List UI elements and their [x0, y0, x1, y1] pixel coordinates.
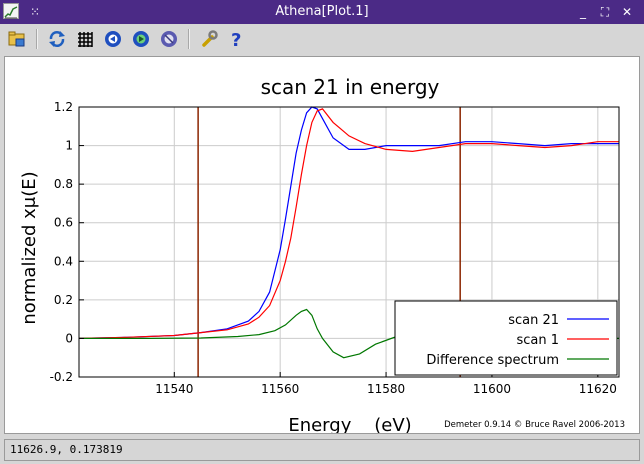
x-axis-label: Energy (eV) [288, 415, 411, 433]
x-tick-label: 11600 [473, 382, 511, 396]
close-icon[interactable]: ✕ [621, 5, 633, 19]
series-line [78, 108, 619, 339]
y-tick-label: 0.8 [54, 177, 73, 191]
y-tick-label: 0.2 [54, 293, 73, 307]
grid-icon[interactable] [74, 28, 96, 50]
window-titlebar: ⁙ Athena[Plot.1] _ ⛶ ✕ [0, 0, 644, 24]
chart-title: scan 21 in energy [261, 75, 440, 99]
y-axis-label: normalized xμ(E) [19, 171, 40, 324]
toolbar-separator [188, 29, 190, 49]
window-title: Athena[Plot.1] [275, 4, 369, 19]
svg-text:?: ? [231, 30, 241, 50]
y-tick-label: 1.2 [54, 100, 73, 114]
plot-frame [78, 106, 620, 378]
statusbar: 11626.9, 0.173819 [0, 436, 644, 464]
zoom-out-icon[interactable] [130, 28, 152, 50]
y-tick-label: 1 [65, 139, 73, 153]
minimize-icon[interactable]: _ [580, 5, 586, 19]
help-icon[interactable]: ? [226, 28, 248, 50]
plot-canvas[interactable]: scan 21 in energy normalized xμ(E) Energ… [4, 56, 640, 436]
x-tick-label: 11560 [261, 382, 299, 396]
zoom-reset-icon[interactable] [158, 28, 180, 50]
x-tick-label: 11620 [579, 382, 617, 396]
legend-label: Difference spectrum [426, 353, 559, 368]
cursor-coordinates: 11626.9, 0.173819 [4, 439, 640, 461]
legend-box [394, 300, 618, 376]
y-tick-label: 0.6 [54, 216, 73, 230]
toolbar-separator [36, 29, 38, 49]
legend-label: scan 21 [508, 313, 559, 328]
refresh-icon[interactable] [46, 28, 68, 50]
chart: scan 21 in energy normalized xμ(E) Energ… [19, 75, 625, 436]
window-menu-icon[interactable]: ⁙ [29, 5, 41, 19]
legend-label: scan 1 [516, 333, 559, 348]
y-tick-label: 0 [65, 331, 73, 345]
y-tick-label: 0.4 [54, 254, 73, 268]
y-tick-label: -0.2 [50, 370, 73, 384]
series-line [78, 106, 619, 339]
credit-text: Demeter 0.9.14 © Bruce Ravel 2006-2013 [444, 420, 625, 430]
x-tick-label: 11580 [367, 382, 405, 396]
zoom-in-icon[interactable] [102, 28, 124, 50]
x-tick-label: 11540 [155, 382, 193, 396]
open-folder-icon[interactable] [6, 28, 28, 50]
app-icon[interactable] [3, 3, 19, 19]
maximize-icon[interactable]: ⛶ [600, 5, 610, 19]
toolbar: ? [0, 24, 644, 54]
wrench-icon[interactable] [198, 28, 220, 50]
